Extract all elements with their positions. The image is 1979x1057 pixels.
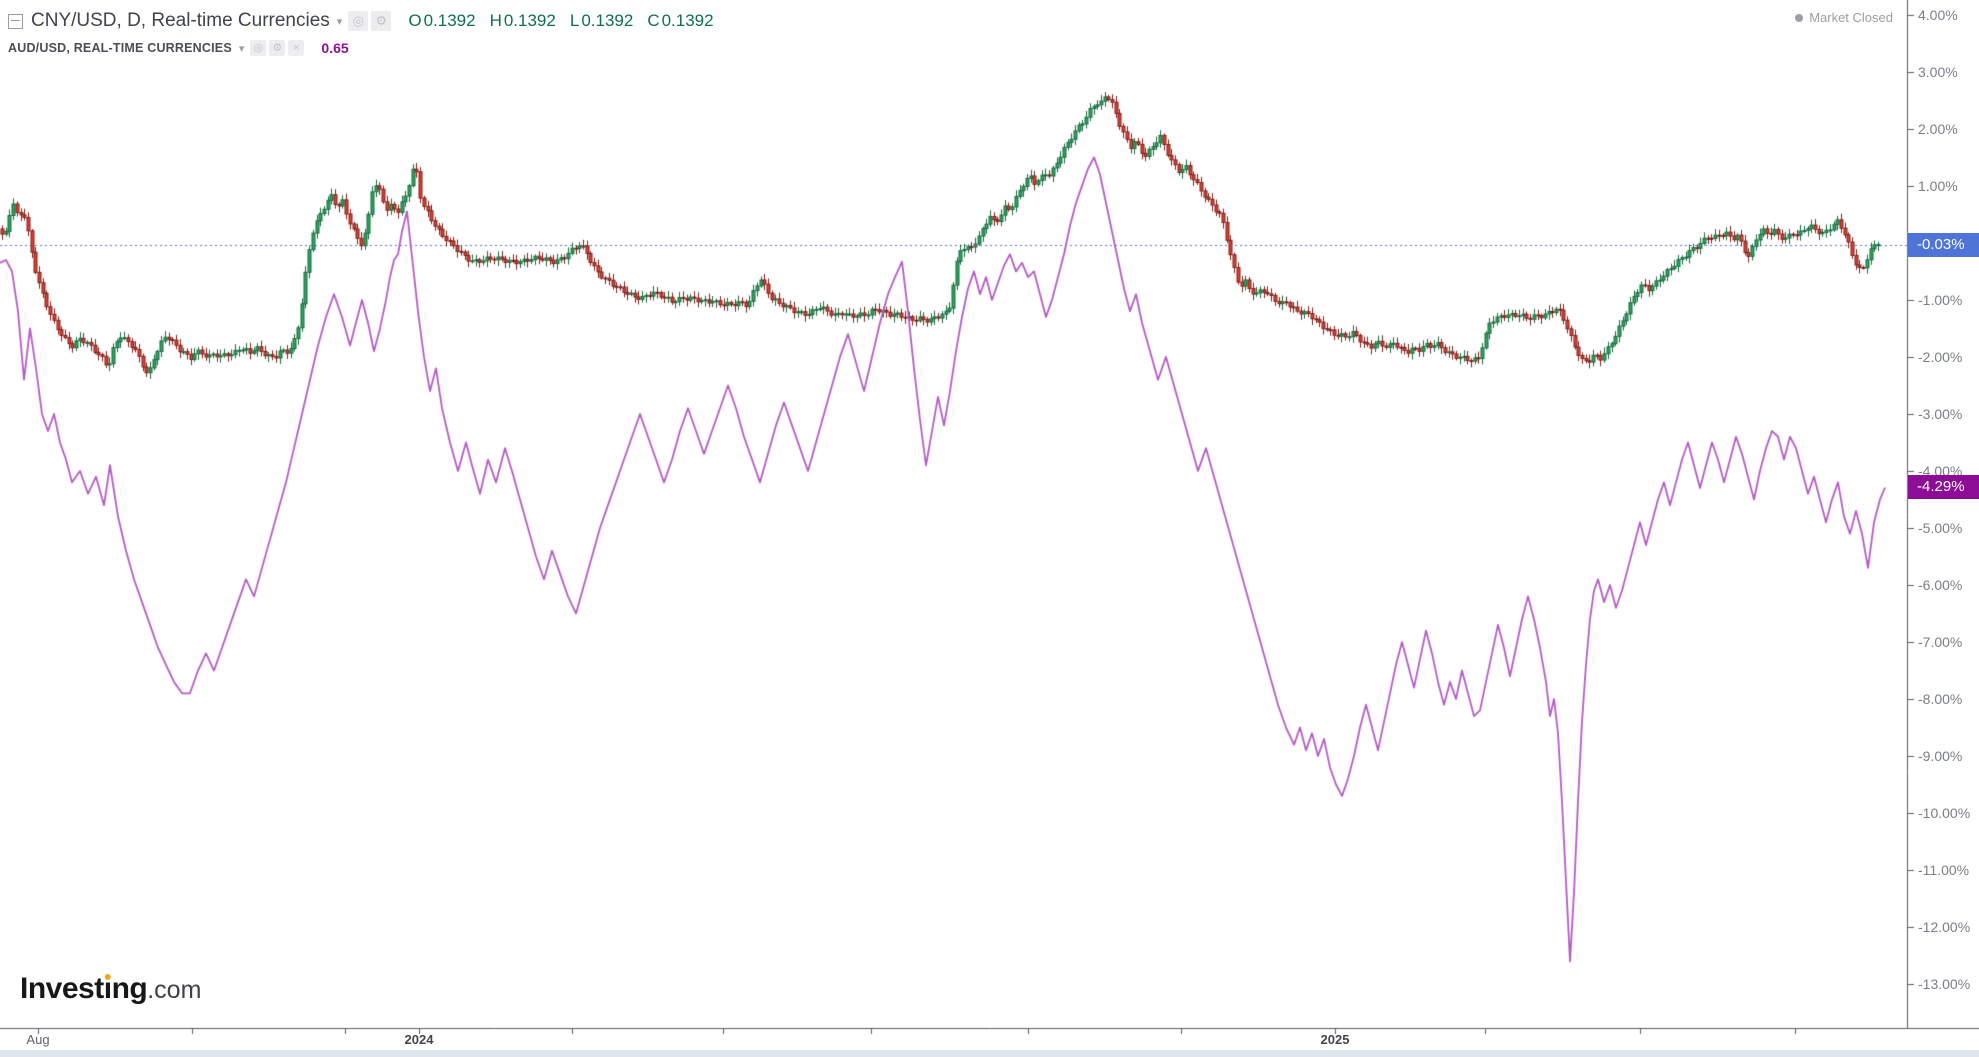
last-price-label-overlay: -4.29% bbox=[1908, 475, 1979, 500]
chevron-down-icon[interactable]: ▾ bbox=[336, 15, 343, 28]
settings-gear-icon[interactable]: ⚙ bbox=[371, 11, 392, 31]
market-status-text: Market Closed bbox=[1809, 10, 1893, 25]
y-axis-label: -8.00% bbox=[1918, 691, 1963, 708]
y-axis-label: -12.00% bbox=[1918, 919, 1971, 936]
y-axis-label: -9.00% bbox=[1918, 748, 1963, 765]
y-axis-label: -11.00% bbox=[1918, 862, 1970, 879]
x-axis-label: 2024 bbox=[404, 1032, 434, 1047]
investing-logo[interactable]: Investı ng.com bbox=[20, 972, 201, 1006]
time-scale[interactable]: Aug 2024 2025 bbox=[0, 1029, 1979, 1050]
logo-suffix: .com bbox=[147, 976, 202, 1004]
market-status-badge: Market Closed bbox=[1795, 10, 1893, 25]
status-dot-icon bbox=[1795, 13, 1804, 22]
y-axis-label: -3.00% bbox=[1918, 405, 1963, 422]
ohlc-close: C 0.1392 bbox=[647, 11, 714, 30]
bottom-scroll-strip bbox=[0, 1050, 1979, 1057]
y-axis-label: -4.00% bbox=[1918, 462, 1963, 479]
y-axis-label: -2.00% bbox=[1918, 348, 1963, 365]
remove-overlay-icon[interactable]: × bbox=[288, 40, 305, 56]
ohlc-open: O 0.1392 bbox=[408, 11, 476, 30]
y-axis-label: -5.00% bbox=[1918, 519, 1963, 536]
y-axis-label: 2.00% bbox=[1918, 120, 1958, 137]
y-axis-label: -7.00% bbox=[1918, 634, 1963, 650]
last-price-label-main: -0.03% bbox=[1908, 232, 1979, 257]
y-axis-label: -13.00% bbox=[1918, 976, 1971, 993]
overlay-symbol-row: AUD/USD, REAL-TIME CURRENCIES ▾ ◎ ⚙ × 0.… bbox=[8, 37, 714, 59]
legend-collapse-icon[interactable] bbox=[8, 13, 23, 29]
price-scale[interactable]: 4.00% 3.00% 2.00% 1.00% -1.00% -2.00% -3.00% -4… bbox=[1908, 0, 1979, 1028]
y-axis-label: 3.00% bbox=[1918, 63, 1958, 80]
logo-text: Investı ng bbox=[20, 972, 148, 1005]
y-axis-label: 4.00% bbox=[1918, 6, 1958, 23]
chevron-down-icon[interactable]: ▾ bbox=[238, 42, 245, 55]
ohlc-high: H 0.1392 bbox=[489, 11, 556, 30]
y-axis-label: -1.00% bbox=[1918, 291, 1963, 308]
overlay-last-value: 0.65 bbox=[321, 40, 349, 56]
y-axis-label: -6.00% bbox=[1918, 576, 1963, 593]
ohlc-values: O 0.1392 H 0.1392 L 0.1392 C 0.1392 bbox=[408, 11, 713, 31]
main-symbol-row: CNY/USD, D, Real-time Currencies ▾ ◎ ⚙ O… bbox=[8, 6, 714, 36]
main-symbol-title[interactable]: CNY/USD, D, Real-time Currencies bbox=[31, 10, 330, 31]
ohlc-low: L 0.1392 bbox=[569, 11, 634, 30]
overlay-symbol-title[interactable]: AUD/USD, REAL-TIME CURRENCIES bbox=[8, 41, 232, 55]
x-axis-label: 2025 bbox=[1320, 1032, 1350, 1047]
x-axis-label: Aug bbox=[26, 1032, 50, 1047]
y-axis-label: 1.00% bbox=[1918, 177, 1958, 194]
logo-orange-dot-icon bbox=[104, 973, 111, 980]
hide-symbol-icon[interactable]: ◎ bbox=[348, 11, 369, 31]
chart-legend: CNY/USD, D, Real-time Currencies ▾ ◎ ⚙ O… bbox=[8, 6, 714, 59]
overlay-settings-gear-icon[interactable]: ⚙ bbox=[269, 40, 286, 56]
y-axis-label: -10.00% bbox=[1918, 805, 1971, 822]
hide-overlay-icon[interactable]: ◎ bbox=[250, 40, 267, 56]
